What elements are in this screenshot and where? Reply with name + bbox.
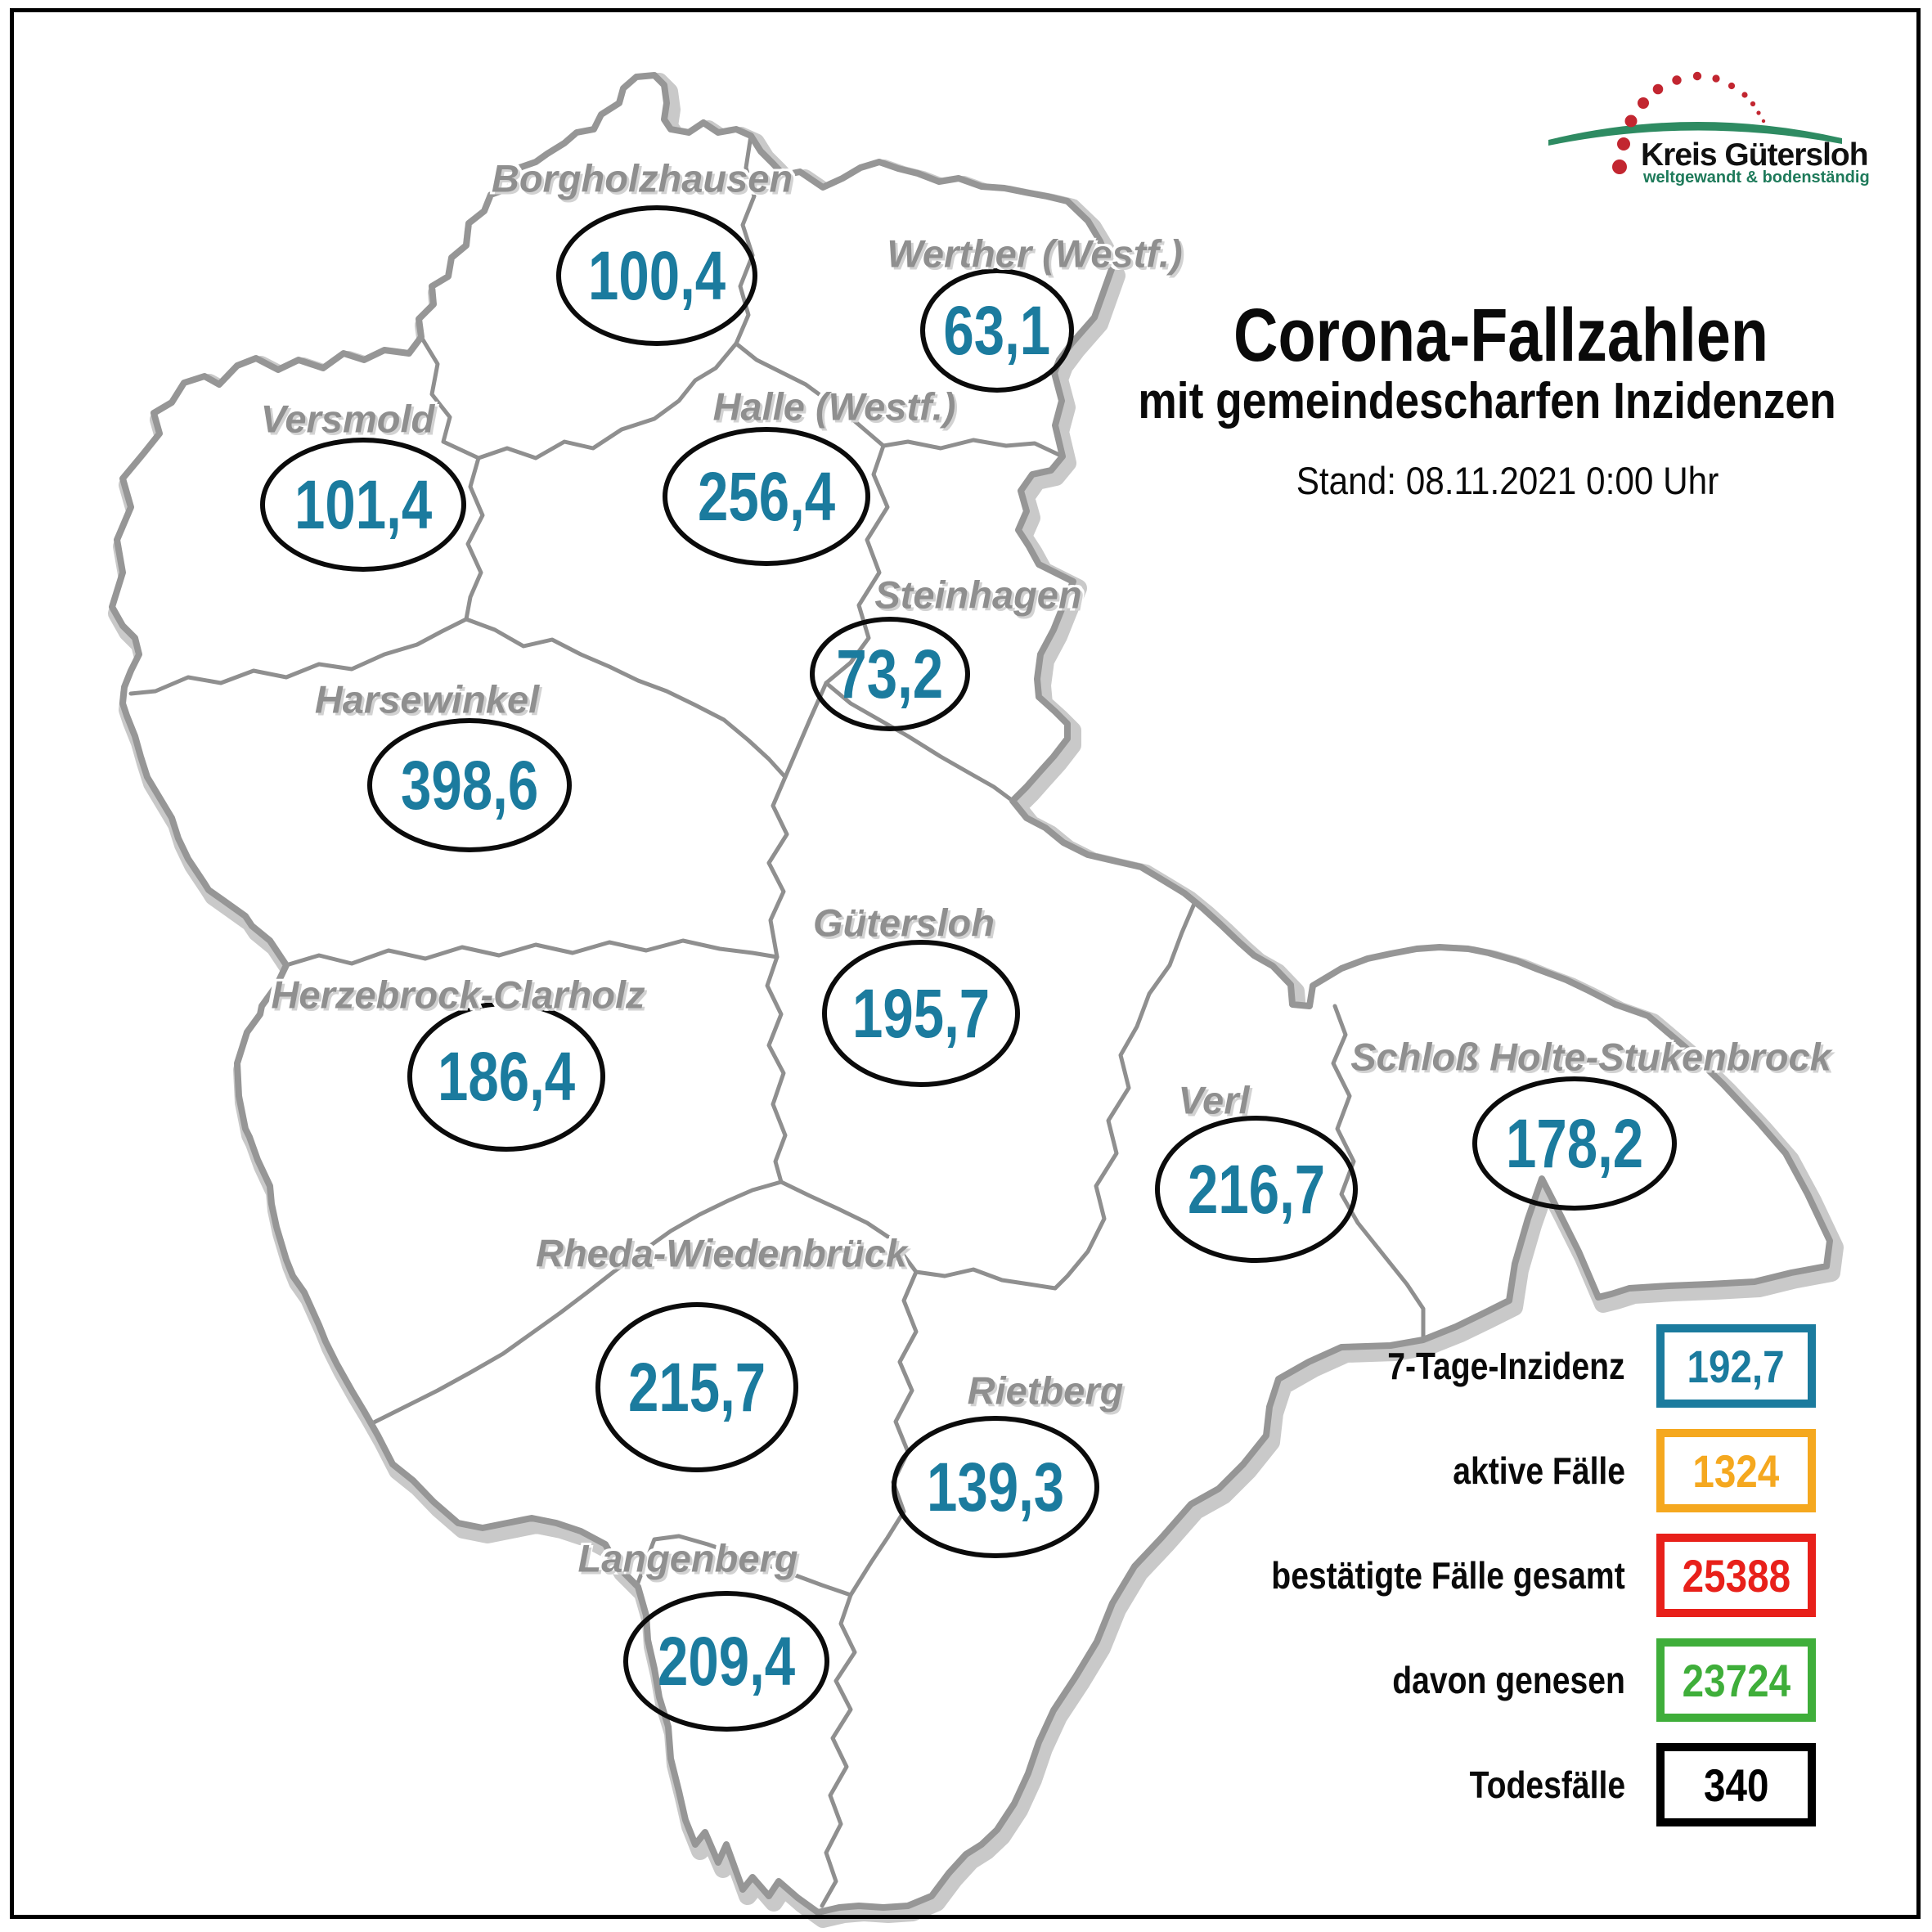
municipality-label: Langenberg [577, 1536, 798, 1580]
incidence-value: 63,1 [943, 291, 1051, 369]
legend-value-box: 192,7 [1656, 1324, 1816, 1408]
legend-label: aktive Fälle [1422, 1429, 1625, 1512]
incidence-value: 216,7 [1187, 1150, 1326, 1228]
legend-value-box: 25388 [1656, 1534, 1816, 1617]
incidence-ellipse: 209,4 [623, 1591, 829, 1732]
incidence-ellipse: 195,7 [822, 940, 1020, 1087]
legend-label-text: bestätigte Fälle gesamt [1271, 1554, 1625, 1597]
municipality-label: Harsewinkel [314, 677, 540, 721]
incidence-ellipse: 398,6 [367, 718, 572, 852]
logo-swoosh [1548, 121, 1842, 146]
municipal-borders [128, 133, 1426, 1908]
legend-value: 25388 [1682, 1549, 1790, 1602]
incidence-ellipse: 178,2 [1472, 1076, 1677, 1211]
municipality-label: Halle (Westf.) [712, 384, 956, 429]
legend-label-text: 7-Tage-Inzidenz [1387, 1345, 1625, 1387]
page-subtitle: mit gemeindescharfen Inzidenzen [1081, 372, 1893, 430]
incidence-value: 195,7 [851, 974, 991, 1052]
incidence-ellipse: 186,4 [407, 1001, 605, 1152]
incidence-ellipse: 256,4 [663, 427, 870, 566]
incidence-ellipse: 63,1 [920, 268, 1074, 393]
legend-label: 7-Tage-Inzidenz [1346, 1324, 1625, 1408]
incidence-ellipse: 73,2 [810, 617, 970, 731]
legend-label: bestätigte Fälle gesamt [1209, 1534, 1625, 1617]
incidence-ellipse: 216,7 [1155, 1116, 1358, 1263]
incidence-value: 186,4 [437, 1037, 576, 1115]
incidence-value: 73,2 [836, 635, 944, 712]
logo-wordmark: Kreis Gütersloh [1641, 137, 1869, 173]
status-date-text: Stand: 08.11.2021 0:00 Uhr [1296, 459, 1719, 502]
municipality-label: Werther (Westf.) [887, 231, 1183, 276]
municipality-label: Rietberg [967, 1368, 1124, 1413]
logo-tagline: weltgewandt & bodenständig [1643, 168, 1870, 186]
incidence-value: 101,4 [294, 465, 433, 543]
municipality-label: Herzebrock-Clarholz [271, 973, 645, 1017]
incidence-value: 178,2 [1505, 1104, 1644, 1182]
municipality-label: Borgholzhausen [491, 156, 793, 200]
legend-value: 23724 [1682, 1654, 1790, 1706]
logo-dots-arc [1612, 71, 1766, 174]
municipality-label: Versmold [260, 397, 435, 441]
page-title-text: Corona-Fallzahlen [1233, 294, 1768, 377]
incidence-value: 100,4 [587, 236, 726, 314]
legend-value: 340 [1703, 1759, 1769, 1811]
legend-label-text: aktive Fälle [1453, 1449, 1625, 1492]
municipality-label: Rheda-Wiedenbrück [536, 1231, 907, 1275]
legend-label: davon genesen [1351, 1638, 1625, 1722]
page-title: Corona-Fallzahlen [1175, 293, 1826, 379]
page-subtitle-text: mit gemeindescharfen Inzidenzen [1138, 373, 1836, 429]
legend-value: 192,7 [1687, 1340, 1786, 1392]
municipality-label: Verl [1178, 1078, 1250, 1122]
incidence-value: 398,6 [400, 746, 539, 824]
legend-value-box: 340 [1656, 1743, 1816, 1826]
legend-label: Todesfälle [1442, 1743, 1625, 1826]
incidence-value: 209,4 [657, 1622, 796, 1700]
incidence-value: 139,3 [926, 1448, 1065, 1525]
status-date: Stand: 08.11.2021 0:00 Uhr [1273, 458, 1742, 503]
legend-value-box: 23724 [1656, 1638, 1816, 1722]
incidence-ellipse: 101,4 [260, 438, 466, 572]
incidence-ellipse: 215,7 [595, 1302, 798, 1472]
incidence-ellipse: 100,4 [556, 205, 757, 346]
legend-value: 1324 [1692, 1445, 1780, 1497]
kreis-guetersloh-logo [1548, 71, 1842, 174]
incidence-value: 256,4 [697, 457, 836, 535]
legend-label-text: davon genesen [1392, 1659, 1625, 1701]
municipality-label: Steinhagen [874, 573, 1082, 617]
municipality-label: Gütersloh [813, 901, 995, 945]
incidence-value: 215,7 [627, 1348, 766, 1426]
incidence-ellipse: 139,3 [892, 1416, 1099, 1558]
legend-label-text: Todesfälle [1469, 1764, 1625, 1806]
legend-value-box: 1324 [1656, 1429, 1816, 1512]
municipality-label: Schloß Holte-Stukenbrock [1350, 1035, 1831, 1079]
